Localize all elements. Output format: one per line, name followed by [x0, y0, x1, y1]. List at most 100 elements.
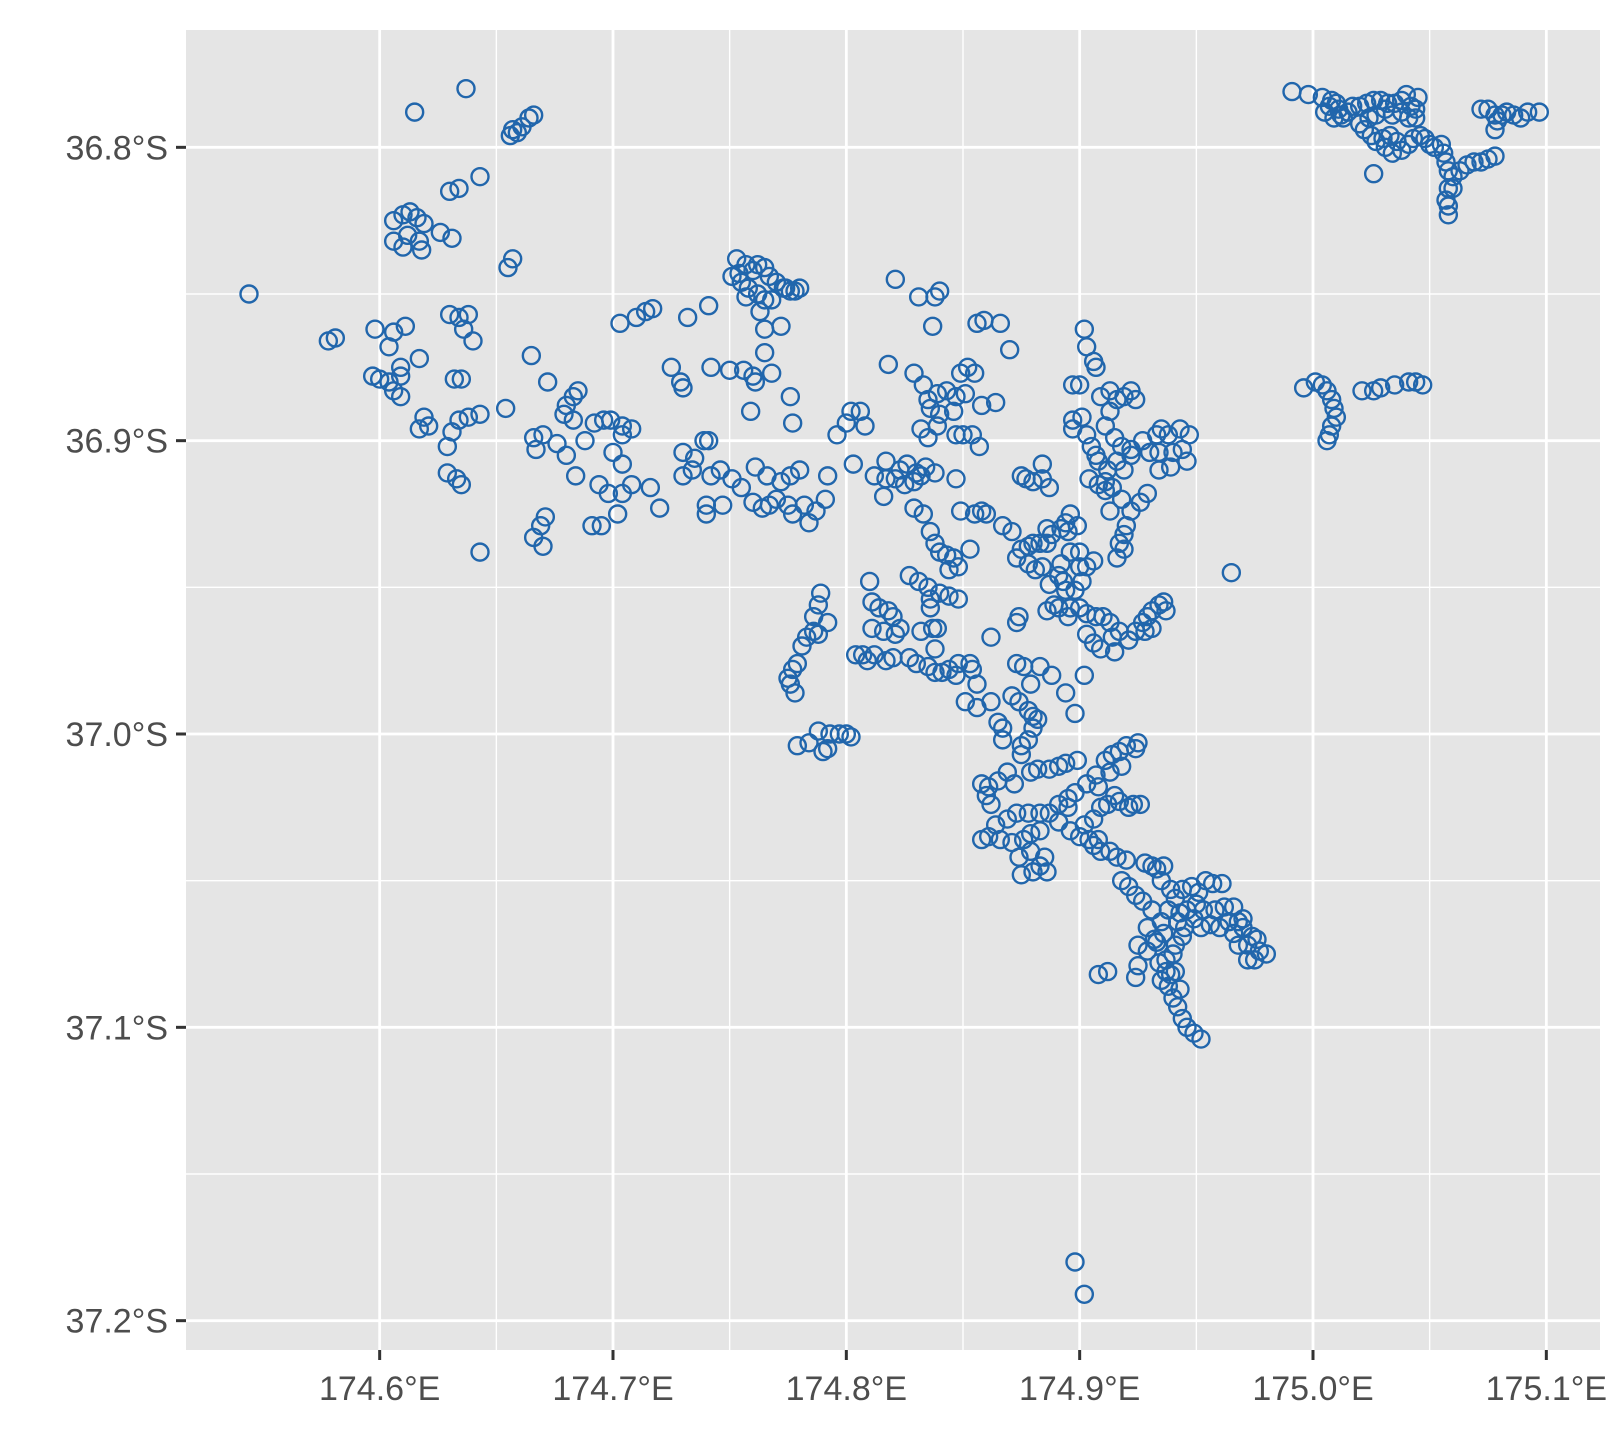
data-point [782, 413, 803, 433]
data-point [967, 674, 987, 694]
data-point [1074, 665, 1095, 686]
data-point [1158, 976, 1179, 996]
data-point [992, 718, 1013, 738]
data-point [537, 372, 558, 392]
data-point [719, 360, 740, 380]
data-point [696, 504, 717, 524]
data-point [925, 287, 945, 307]
data-point [1293, 378, 1314, 398]
data-point [1086, 357, 1106, 378]
data-point [1027, 759, 1048, 779]
data-point [785, 683, 805, 703]
data-point [1237, 950, 1258, 970]
data-point [1319, 96, 1340, 116]
data-point [442, 228, 462, 248]
data-point [953, 425, 973, 445]
data-point [1492, 105, 1512, 125]
data-point [456, 78, 476, 99]
data-point [673, 442, 693, 463]
data-point [610, 313, 630, 334]
data-point [1116, 516, 1137, 536]
data-point [780, 386, 801, 407]
data-point [946, 386, 966, 407]
data-point [1104, 785, 1125, 806]
data-point [1167, 997, 1188, 1017]
data-point [946, 469, 966, 489]
data-point [568, 381, 588, 401]
data-point [913, 504, 934, 524]
data-point [943, 401, 964, 422]
data-point [997, 809, 1018, 829]
data-point [1382, 143, 1403, 163]
data-point [1517, 102, 1538, 122]
data-point [1023, 472, 1043, 492]
data-point [1412, 375, 1433, 395]
data-point [1529, 102, 1550, 122]
data-point [409, 419, 430, 439]
data-point [855, 416, 875, 436]
data-point [794, 495, 815, 515]
data-point [1030, 821, 1050, 841]
data-point [1011, 736, 1032, 756]
data-point [1055, 683, 1076, 703]
data-point [808, 624, 829, 644]
data-point [1128, 733, 1148, 753]
data-point [607, 504, 628, 524]
data-point [885, 269, 906, 290]
data-point [1212, 873, 1232, 894]
data-point [1107, 847, 1127, 867]
data-point [929, 281, 950, 301]
data-point [575, 430, 595, 451]
data-point [430, 222, 451, 243]
data-point [1419, 134, 1440, 155]
data-point [1104, 642, 1125, 662]
data-point [1100, 501, 1120, 521]
data-point [519, 108, 539, 128]
data-point [806, 501, 826, 521]
data-point [808, 595, 829, 615]
data-point [885, 624, 906, 644]
data-point [841, 401, 861, 422]
y-tick-label: 37.1°S [66, 1009, 168, 1047]
data-point [409, 348, 430, 369]
data-point [1172, 439, 1193, 460]
data-point [1146, 425, 1167, 445]
data-point [985, 392, 1006, 413]
data-point [1165, 935, 1186, 955]
data-point [1069, 826, 1090, 847]
data-point [841, 727, 861, 747]
data-point [1032, 454, 1053, 474]
data-point [946, 665, 966, 686]
data-point [556, 445, 577, 466]
data-point [1111, 756, 1132, 776]
data-point [1011, 865, 1032, 885]
data-point [1125, 967, 1146, 988]
data-point [1018, 803, 1039, 823]
data-point [437, 436, 458, 457]
data-point [661, 357, 682, 378]
data-point [927, 618, 948, 639]
data-point [712, 495, 733, 515]
data-point [829, 724, 850, 744]
data-point [745, 372, 766, 392]
data-point [992, 730, 1013, 750]
data-point [1116, 736, 1137, 756]
data-point [857, 650, 878, 671]
data-point [948, 557, 969, 577]
data-point [1485, 146, 1505, 166]
data-point [390, 357, 411, 378]
data-point [1191, 917, 1211, 938]
data-point [390, 366, 411, 386]
data-point [698, 296, 719, 316]
data-point [325, 328, 346, 348]
data-point [458, 407, 479, 427]
data-point [649, 498, 670, 518]
data-point [1060, 542, 1081, 562]
data-point [1088, 964, 1109, 985]
data-point [1023, 706, 1043, 727]
data-point [817, 738, 838, 759]
data-point [1333, 108, 1354, 128]
data-point [451, 474, 472, 495]
data-point [563, 410, 584, 430]
grid-lines [186, 30, 1600, 1350]
